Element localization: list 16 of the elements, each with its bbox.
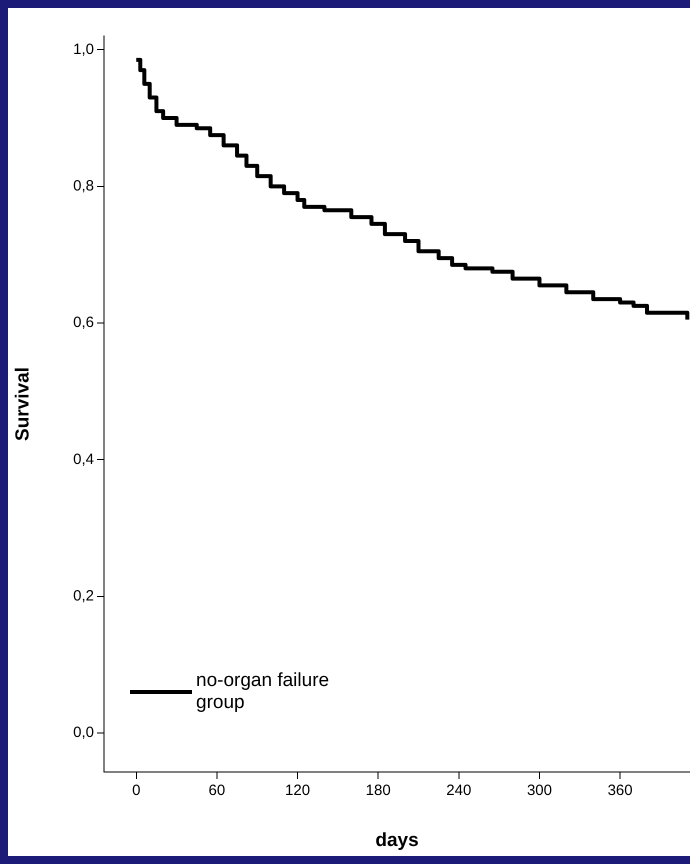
x-tick-label: 360 — [608, 782, 633, 800]
y-tick-label: 0,4 — [73, 450, 94, 468]
x-tick-label: 120 — [285, 782, 310, 800]
y-tick-label: 1,0 — [73, 40, 94, 58]
y-tick-label: 0,0 — [73, 724, 94, 742]
x-tick-label: 0 — [132, 782, 140, 800]
x-axis-title: days — [375, 830, 419, 851]
y-axis-title: Survival — [12, 367, 34, 441]
x-tick-label: 300 — [526, 782, 552, 800]
y-tick-label: 0,2 — [73, 588, 94, 605]
x-tick-label: 180 — [366, 782, 391, 800]
legend-label: no-organ failure group — [196, 670, 330, 714]
y-tick-label: 0,8 — [73, 177, 94, 194]
x-tick-label: 60 — [208, 782, 226, 800]
y-tick-label: 0,6 — [73, 314, 94, 332]
x-tick-label: 240 — [446, 782, 472, 800]
